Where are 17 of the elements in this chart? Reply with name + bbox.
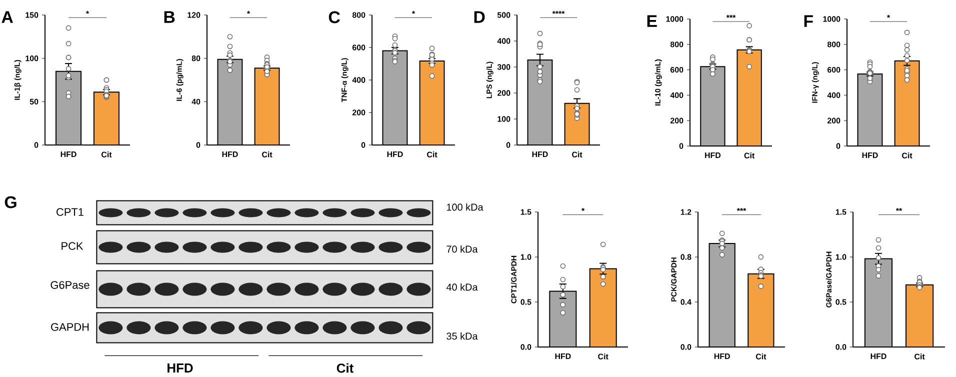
text: 35 kDa	[446, 332, 478, 340]
chart-title: F	[804, 15, 813, 27]
chart-title: C	[328, 11, 340, 24]
text: 100 kDa	[446, 203, 484, 211]
text: 40 kDa	[446, 283, 478, 291]
chart-title: A	[2, 11, 13, 23]
text: HFD	[168, 364, 193, 372]
text: G6Pase	[50, 281, 90, 289]
text: 70 kDa	[446, 245, 478, 253]
text: PCK	[62, 242, 84, 250]
text: GAPDH	[51, 323, 89, 331]
text: G	[4, 196, 16, 208]
text: CPT1	[56, 208, 84, 216]
text: Cit	[336, 363, 354, 373]
chart-title: B	[164, 11, 175, 23]
chart-title: E	[647, 15, 657, 27]
chart-title: D	[474, 11, 485, 23]
